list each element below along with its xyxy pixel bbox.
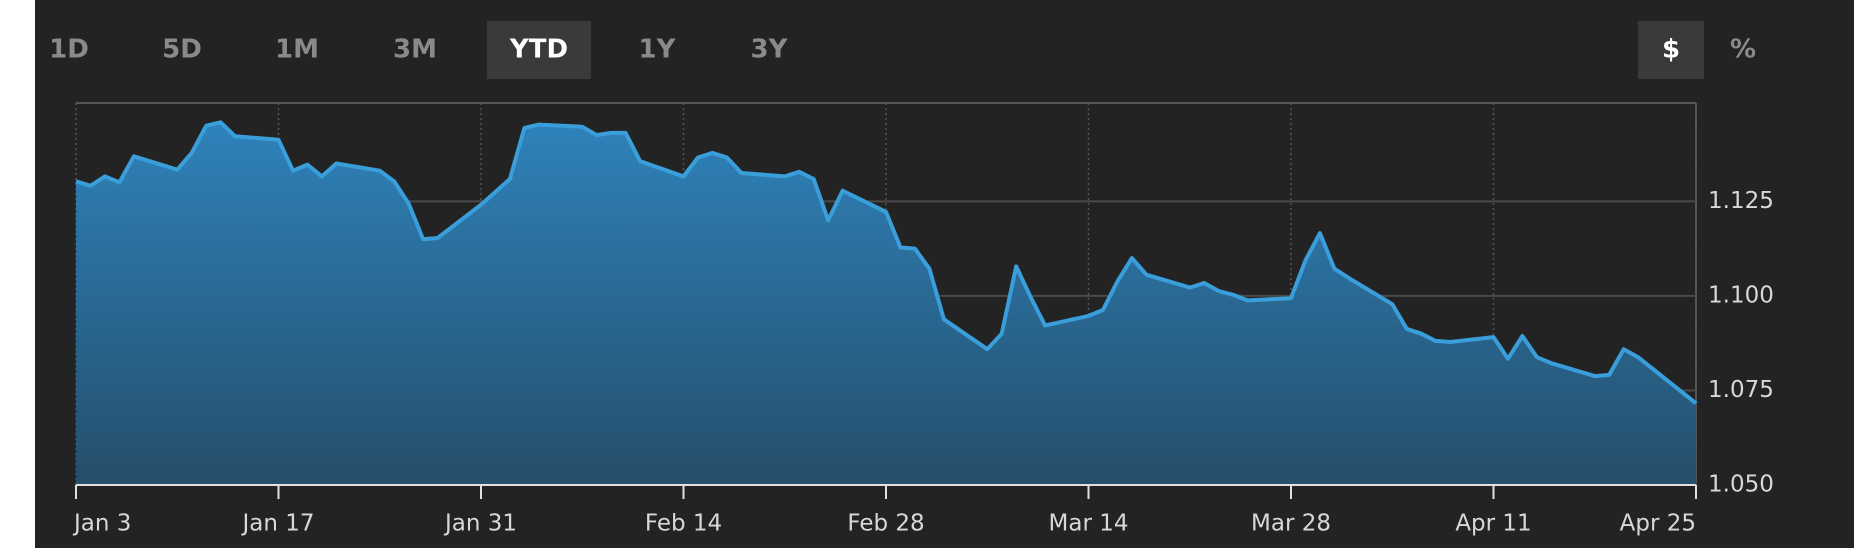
x-tick-label: Jan 17 [240,511,314,537]
range-button[interactable]: 5D [162,35,202,65]
range-button[interactable]: 3M [393,35,437,65]
y-tick-label: 1.075 [1708,377,1774,403]
area-line [75,120,1698,405]
y-tick-label: 1.125 [1708,188,1774,214]
range-button[interactable]: 1M [275,35,319,65]
x-tick-label: Jan 31 [443,511,517,537]
range-button[interactable]: 1Y [639,35,677,65]
x-tick-label: Mar 28 [1251,511,1331,537]
unit-button[interactable]: % [1730,35,1756,65]
x-tick-label: Feb 28 [847,511,924,537]
y-tick-label: 1.100 [1708,282,1774,308]
x-tick-label: Apr 25 [1620,511,1696,537]
range-button[interactable]: 1D [49,35,89,65]
unit-button-selected-bg [1638,21,1704,79]
unit-button[interactable]: $ [1662,35,1680,65]
x-tick-label: Feb 14 [645,511,722,537]
range-button[interactable]: 3Y [751,35,789,65]
area-fill [76,122,1696,486]
x-tick-label: Apr 11 [1455,511,1531,537]
range-button-selected-bg [487,21,591,79]
y-tick-label: 1.050 [1708,472,1774,498]
x-tick-label: Mar 14 [1049,511,1129,537]
x-tick-label: Jan 3 [72,511,131,537]
range-button[interactable]: YTD [509,35,568,65]
